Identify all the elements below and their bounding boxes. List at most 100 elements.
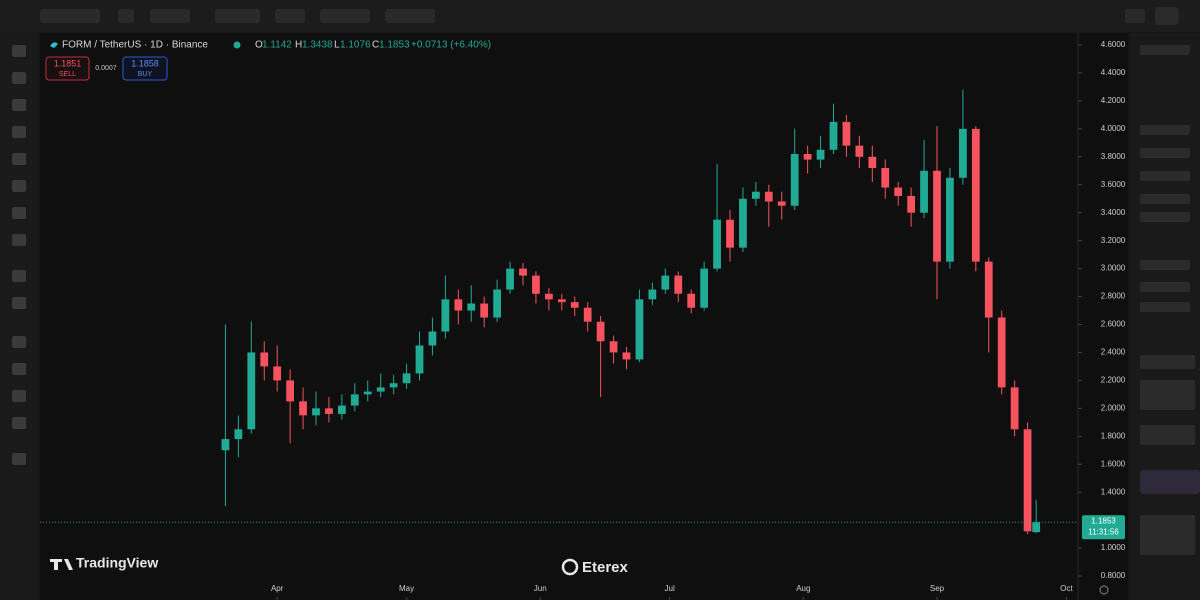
candle-body [273,366,282,381]
buy-button[interactable] [122,56,168,81]
x-tick-label: Apr [271,584,284,593]
toolbar-button[interactable] [150,9,190,23]
y-tick-label: 1.8000 [1101,431,1126,440]
ohlc-value: 1.1142 [262,40,292,51]
tool-icon[interactable] [12,45,26,57]
tool-icon[interactable] [12,72,26,84]
candle-body [803,154,812,160]
eterex-watermark: Eterex [582,559,629,576]
ohlc-value: 1.3438 [302,40,333,51]
candle-body [790,154,799,206]
toolbar-button[interactable] [320,9,370,23]
x-tick-label: Jun [534,584,547,593]
candle-body [467,303,476,311]
watchlist-row[interactable] [1140,148,1190,158]
y-tick-label: 3.8000 [1101,152,1126,161]
candle-body [506,268,514,290]
candle-body [428,331,437,346]
watchlist-row[interactable] [1140,260,1190,270]
candle-body [971,128,980,262]
tool-icon[interactable] [12,297,26,309]
toolbar-button[interactable] [275,9,305,23]
candle-body [389,383,398,388]
candle-body [946,177,954,262]
candle-body [363,391,372,395]
watchlist-header [1140,45,1190,55]
toolbar-button[interactable] [215,9,260,23]
detail-block [1140,470,1200,494]
sell-button[interactable] [45,56,90,81]
tool-icon[interactable] [12,363,26,375]
x-tick-label: Aug [796,584,810,593]
candle-body [648,289,657,300]
tool-icon[interactable] [12,336,26,348]
y-tick-label: 1.6000 [1101,459,1126,468]
y-tick-label: 4.6000 [1101,40,1126,49]
y-tick-label: 3.6000 [1101,180,1126,189]
candle-body [1023,429,1032,532]
candle-body [920,170,928,213]
toolbar-button[interactable] [40,9,100,23]
symbol-title: FORM / TetherUS · 1D · Binance [62,40,208,51]
candle-body [532,275,540,294]
candle-body [984,261,993,318]
tool-icon[interactable] [12,270,26,282]
candle-body [661,275,670,290]
detail-block [1140,515,1195,555]
left-toolbar [0,32,38,600]
candle-body [415,345,424,374]
symbol-logo [50,42,58,48]
buy-label: BUY [138,71,153,78]
candle-body [816,149,825,160]
toolbar-button[interactable] [1155,7,1179,25]
candle-body [234,429,243,440]
candle-body [726,219,734,248]
tool-icon[interactable] [12,126,26,138]
x-tick-label: May [399,584,414,593]
candle-body [700,268,709,308]
candle-body [247,352,256,430]
settings-icon[interactable] [1099,585,1109,595]
tradingview-watermark: TradingView [76,555,158,571]
candle-body [402,373,411,384]
y-tick-label: 2.2000 [1101,376,1126,385]
candle-body [842,121,851,146]
detail-block [1140,355,1195,369]
candle-body [286,380,295,402]
candle-body [609,341,618,353]
watchlist-row[interactable] [1140,194,1190,204]
watchlist [1140,45,1200,555]
tool-icon[interactable] [12,153,26,165]
top-toolbar [0,0,1200,32]
tool-icon[interactable] [12,234,26,246]
candle-body [739,198,747,248]
toolbar-button[interactable] [118,9,134,23]
y-tick-label: 2.8000 [1101,292,1126,301]
watchlist-row[interactable] [1140,171,1190,181]
tool-icon[interactable] [12,99,26,111]
y-tick-label: 2.6000 [1101,320,1126,329]
tool-icon[interactable] [12,180,26,192]
sell-price: 1.1851 [54,58,82,68]
candle-body [713,219,721,269]
watchlist-row[interactable] [1140,212,1190,222]
y-tick-label: 2.4000 [1101,348,1126,357]
toolbar-button[interactable] [1125,9,1145,23]
eterex-logo [561,558,579,576]
watchlist-row[interactable] [1140,282,1190,292]
candle-body [855,145,864,157]
x-tick-label: Jul [665,584,675,593]
toolbar-buttons [40,7,1179,25]
tool-icon[interactable] [12,390,26,402]
candle-body [260,352,269,367]
tool-icon[interactable] [12,417,26,429]
watchlist-row[interactable] [1140,302,1190,312]
x-tick-label: Sep [930,584,945,593]
toolbar-button[interactable] [385,9,435,23]
tool-icon[interactable] [12,207,26,219]
candle-body [635,299,644,360]
y-tick-label: 3.4000 [1101,208,1126,217]
tool-icon[interactable] [12,453,26,465]
y-tick-label: 3.0000 [1101,264,1126,273]
watchlist-row[interactable] [1140,125,1190,135]
